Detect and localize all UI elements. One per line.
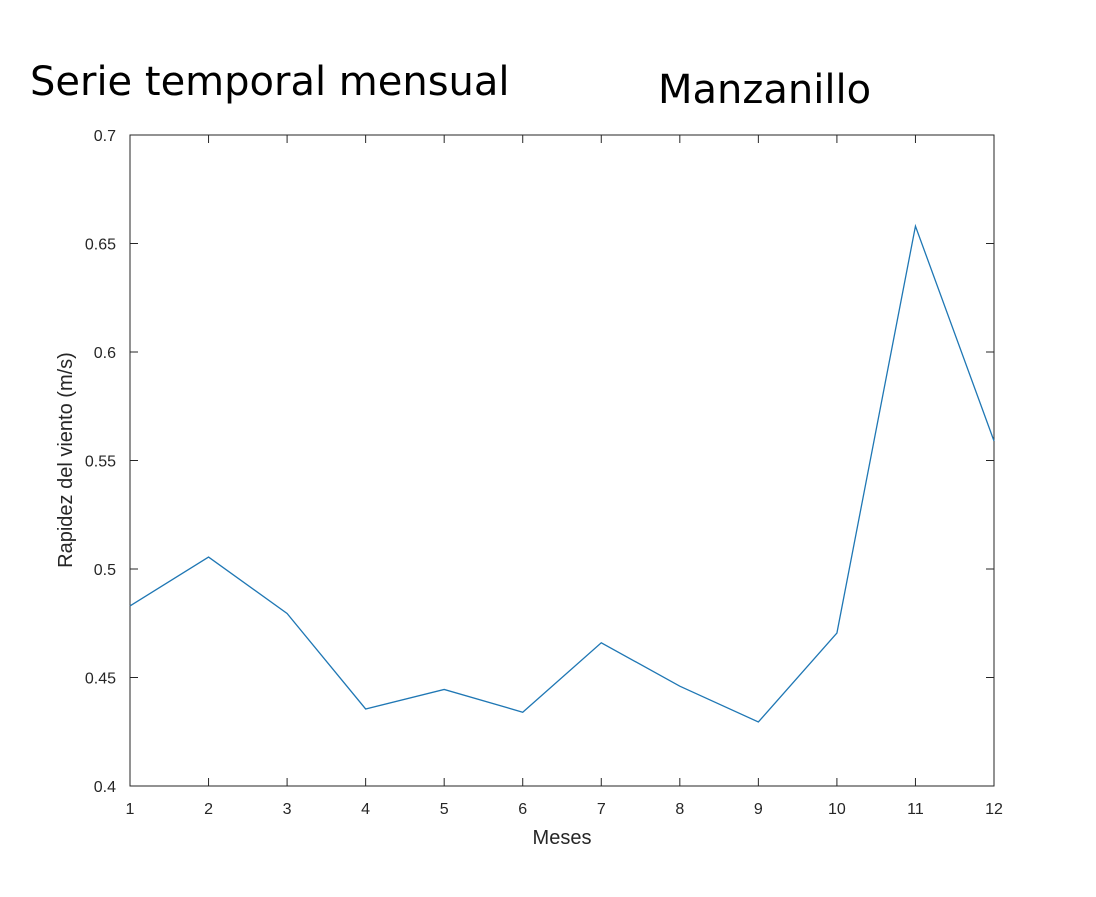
chart-title-left: Serie temporal mensual (30, 59, 510, 105)
chart-title-right: Manzanillo (658, 67, 871, 113)
y-axis-label: Rapidez del viento (m/s) (55, 352, 77, 568)
y-tick-label: 0.65 (85, 237, 116, 254)
x-tick-label: 10 (828, 801, 846, 818)
x-tick-label: 9 (754, 801, 763, 818)
y-tick-label: 0.5 (94, 562, 116, 579)
plot-area (129, 134, 995, 787)
x-tick-label: 12 (985, 801, 1003, 818)
x-axis-label: Meses (533, 827, 592, 849)
x-tick-label: 1 (126, 801, 135, 818)
y-axis: 0.4 0.45 0.5 0.55 0.6 0.65 0.7 (85, 128, 994, 796)
x-tick-label: 4 (361, 801, 370, 818)
x-tick-label: 7 (597, 801, 606, 818)
y-tick-label: 0.45 (85, 671, 116, 688)
y-tick-label: 0.7 (94, 128, 116, 145)
x-tick-label: 3 (283, 801, 292, 818)
y-tick-label: 0.4 (94, 779, 116, 796)
x-tick-label: 2 (204, 801, 213, 818)
x-tick-label: 8 (675, 801, 684, 818)
y-tick-label: 0.6 (94, 345, 116, 362)
x-tick-label: 11 (907, 801, 924, 818)
y-tick-label: 0.55 (85, 454, 116, 471)
x-tick-label: 6 (518, 801, 527, 818)
x-tick-label: 5 (440, 801, 449, 818)
x-axis: 1 2 3 4 5 6 7 8 9 10 11 12 (126, 135, 1003, 818)
series-line (129, 223, 995, 723)
